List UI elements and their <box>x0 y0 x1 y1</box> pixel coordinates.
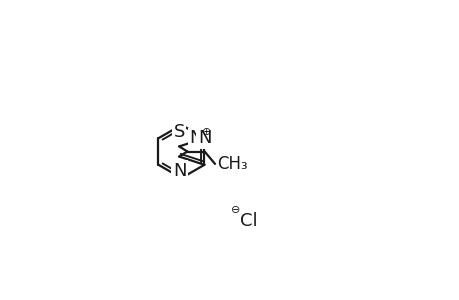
Text: ⊖: ⊖ <box>230 206 240 215</box>
Text: N: N <box>197 129 211 147</box>
Text: CH₃: CH₃ <box>217 155 247 173</box>
Text: S: S <box>173 123 185 141</box>
Text: N: N <box>189 129 202 147</box>
Text: N: N <box>173 162 186 180</box>
Text: ⊕: ⊕ <box>202 127 211 137</box>
Text: Cl: Cl <box>240 212 257 230</box>
